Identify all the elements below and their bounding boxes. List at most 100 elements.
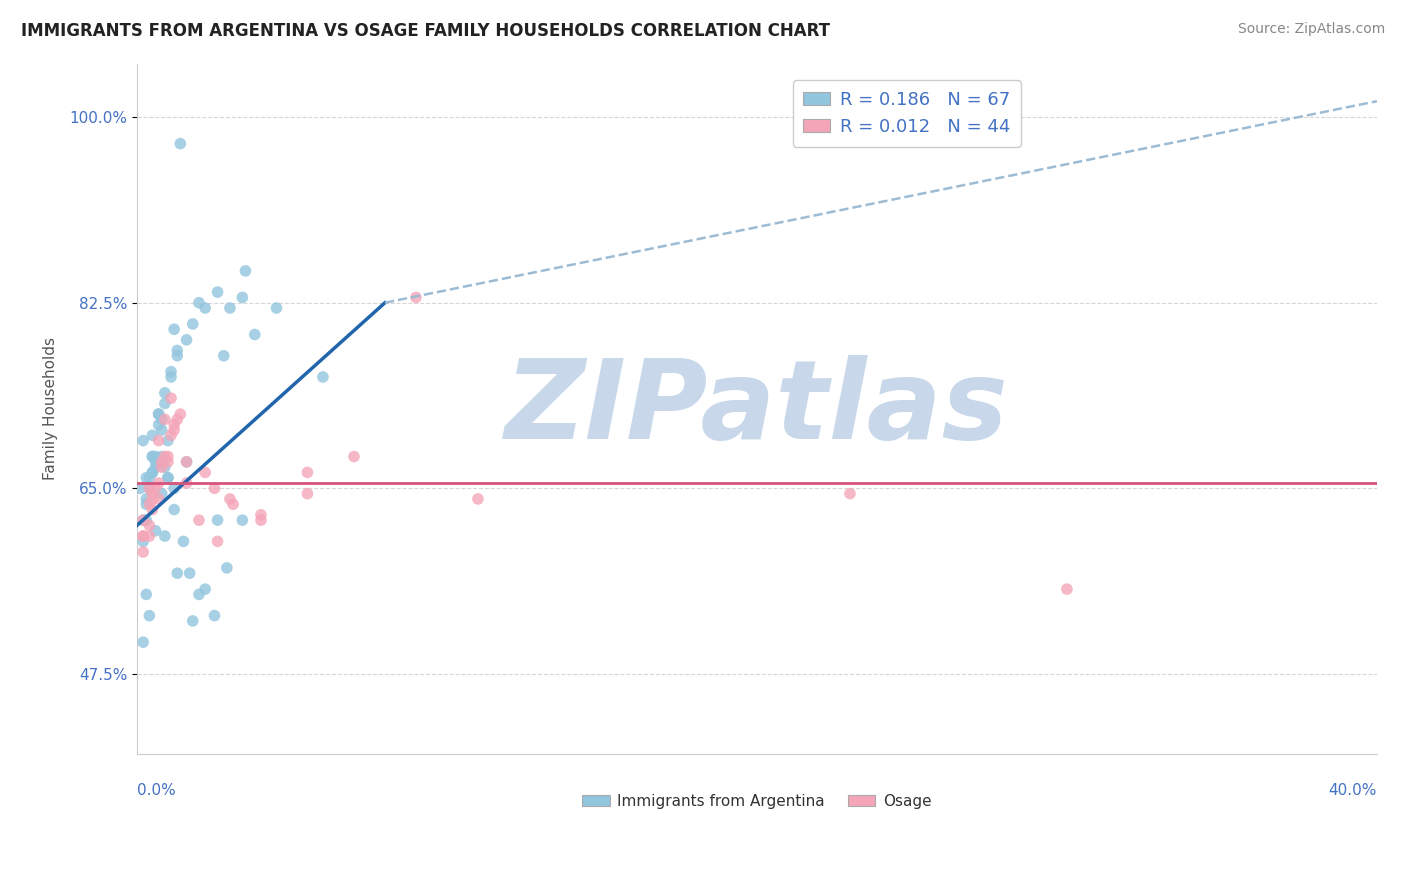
Point bbox=[207, 285, 229, 299]
Point bbox=[176, 476, 198, 491]
Point bbox=[153, 396, 176, 410]
Point bbox=[467, 491, 489, 506]
Point bbox=[163, 481, 186, 495]
Point bbox=[166, 566, 188, 581]
Point bbox=[169, 407, 191, 421]
Point bbox=[132, 529, 155, 543]
Point bbox=[145, 455, 167, 469]
Point bbox=[156, 434, 179, 448]
Point bbox=[160, 428, 183, 442]
Text: ZIPatlas: ZIPatlas bbox=[505, 355, 1010, 462]
Point bbox=[243, 327, 266, 342]
Point bbox=[166, 412, 188, 426]
Point bbox=[148, 407, 170, 421]
Point bbox=[141, 466, 163, 480]
Point bbox=[141, 450, 163, 464]
Point bbox=[297, 466, 319, 480]
Point bbox=[145, 524, 167, 538]
Point bbox=[148, 476, 170, 491]
Point bbox=[138, 471, 160, 485]
Point bbox=[138, 481, 160, 495]
Point bbox=[204, 481, 226, 495]
Point bbox=[160, 391, 183, 405]
Text: Source: ZipAtlas.com: Source: ZipAtlas.com bbox=[1237, 22, 1385, 37]
Point bbox=[188, 513, 211, 527]
Point bbox=[172, 534, 194, 549]
Point bbox=[297, 486, 319, 500]
Point bbox=[222, 497, 245, 511]
Point bbox=[219, 491, 242, 506]
Point bbox=[156, 450, 179, 464]
Point bbox=[135, 491, 157, 506]
Point bbox=[312, 370, 335, 384]
Point bbox=[141, 486, 163, 500]
Point bbox=[153, 529, 176, 543]
Point bbox=[204, 608, 226, 623]
Legend: Immigrants from Argentina, Osage: Immigrants from Argentina, Osage bbox=[576, 788, 938, 814]
Point bbox=[235, 264, 257, 278]
Point bbox=[150, 486, 173, 500]
Point bbox=[266, 301, 288, 315]
Point bbox=[153, 412, 176, 426]
Point bbox=[132, 534, 155, 549]
Point bbox=[207, 513, 229, 527]
Point bbox=[212, 349, 235, 363]
Point bbox=[132, 434, 155, 448]
Point bbox=[138, 529, 160, 543]
Point bbox=[405, 290, 427, 304]
Point bbox=[194, 582, 217, 596]
Point bbox=[153, 460, 176, 475]
Point bbox=[145, 450, 167, 464]
Point bbox=[135, 471, 157, 485]
Point bbox=[166, 343, 188, 358]
Y-axis label: Family Households: Family Households bbox=[44, 337, 58, 480]
Point bbox=[163, 423, 186, 437]
Point bbox=[135, 587, 157, 601]
Point bbox=[138, 608, 160, 623]
Point bbox=[194, 466, 217, 480]
Point bbox=[163, 417, 186, 432]
Text: 40.0%: 40.0% bbox=[1329, 783, 1376, 797]
Point bbox=[169, 136, 191, 151]
Point bbox=[343, 450, 366, 464]
Point bbox=[150, 455, 173, 469]
Point bbox=[132, 635, 155, 649]
Point bbox=[150, 460, 173, 475]
Point bbox=[231, 513, 253, 527]
Point bbox=[153, 385, 176, 400]
Point bbox=[138, 497, 160, 511]
Point bbox=[163, 322, 186, 336]
Point bbox=[176, 455, 198, 469]
Point bbox=[176, 333, 198, 347]
Point bbox=[250, 508, 273, 522]
Point bbox=[215, 561, 238, 575]
Point bbox=[179, 566, 201, 581]
Point bbox=[148, 417, 170, 432]
Point bbox=[138, 481, 160, 495]
Point bbox=[150, 412, 173, 426]
Point bbox=[231, 290, 253, 304]
Point bbox=[148, 407, 170, 421]
Point bbox=[141, 466, 163, 480]
Point bbox=[145, 481, 167, 495]
Point bbox=[141, 450, 163, 464]
Point bbox=[219, 301, 242, 315]
Point bbox=[207, 534, 229, 549]
Point bbox=[181, 317, 204, 331]
Point bbox=[839, 486, 862, 500]
Point bbox=[132, 513, 155, 527]
Point bbox=[138, 518, 160, 533]
Point bbox=[132, 545, 155, 559]
Point bbox=[150, 450, 173, 464]
Point bbox=[156, 455, 179, 469]
Point bbox=[160, 365, 183, 379]
Text: IMMIGRANTS FROM ARGENTINA VS OSAGE FAMILY HOUSEHOLDS CORRELATION CHART: IMMIGRANTS FROM ARGENTINA VS OSAGE FAMIL… bbox=[21, 22, 830, 40]
Point bbox=[141, 428, 163, 442]
Point bbox=[1056, 582, 1078, 596]
Point bbox=[250, 513, 273, 527]
Point bbox=[156, 471, 179, 485]
Point bbox=[194, 301, 217, 315]
Point bbox=[129, 481, 152, 495]
Point bbox=[145, 460, 167, 475]
Point bbox=[176, 455, 198, 469]
